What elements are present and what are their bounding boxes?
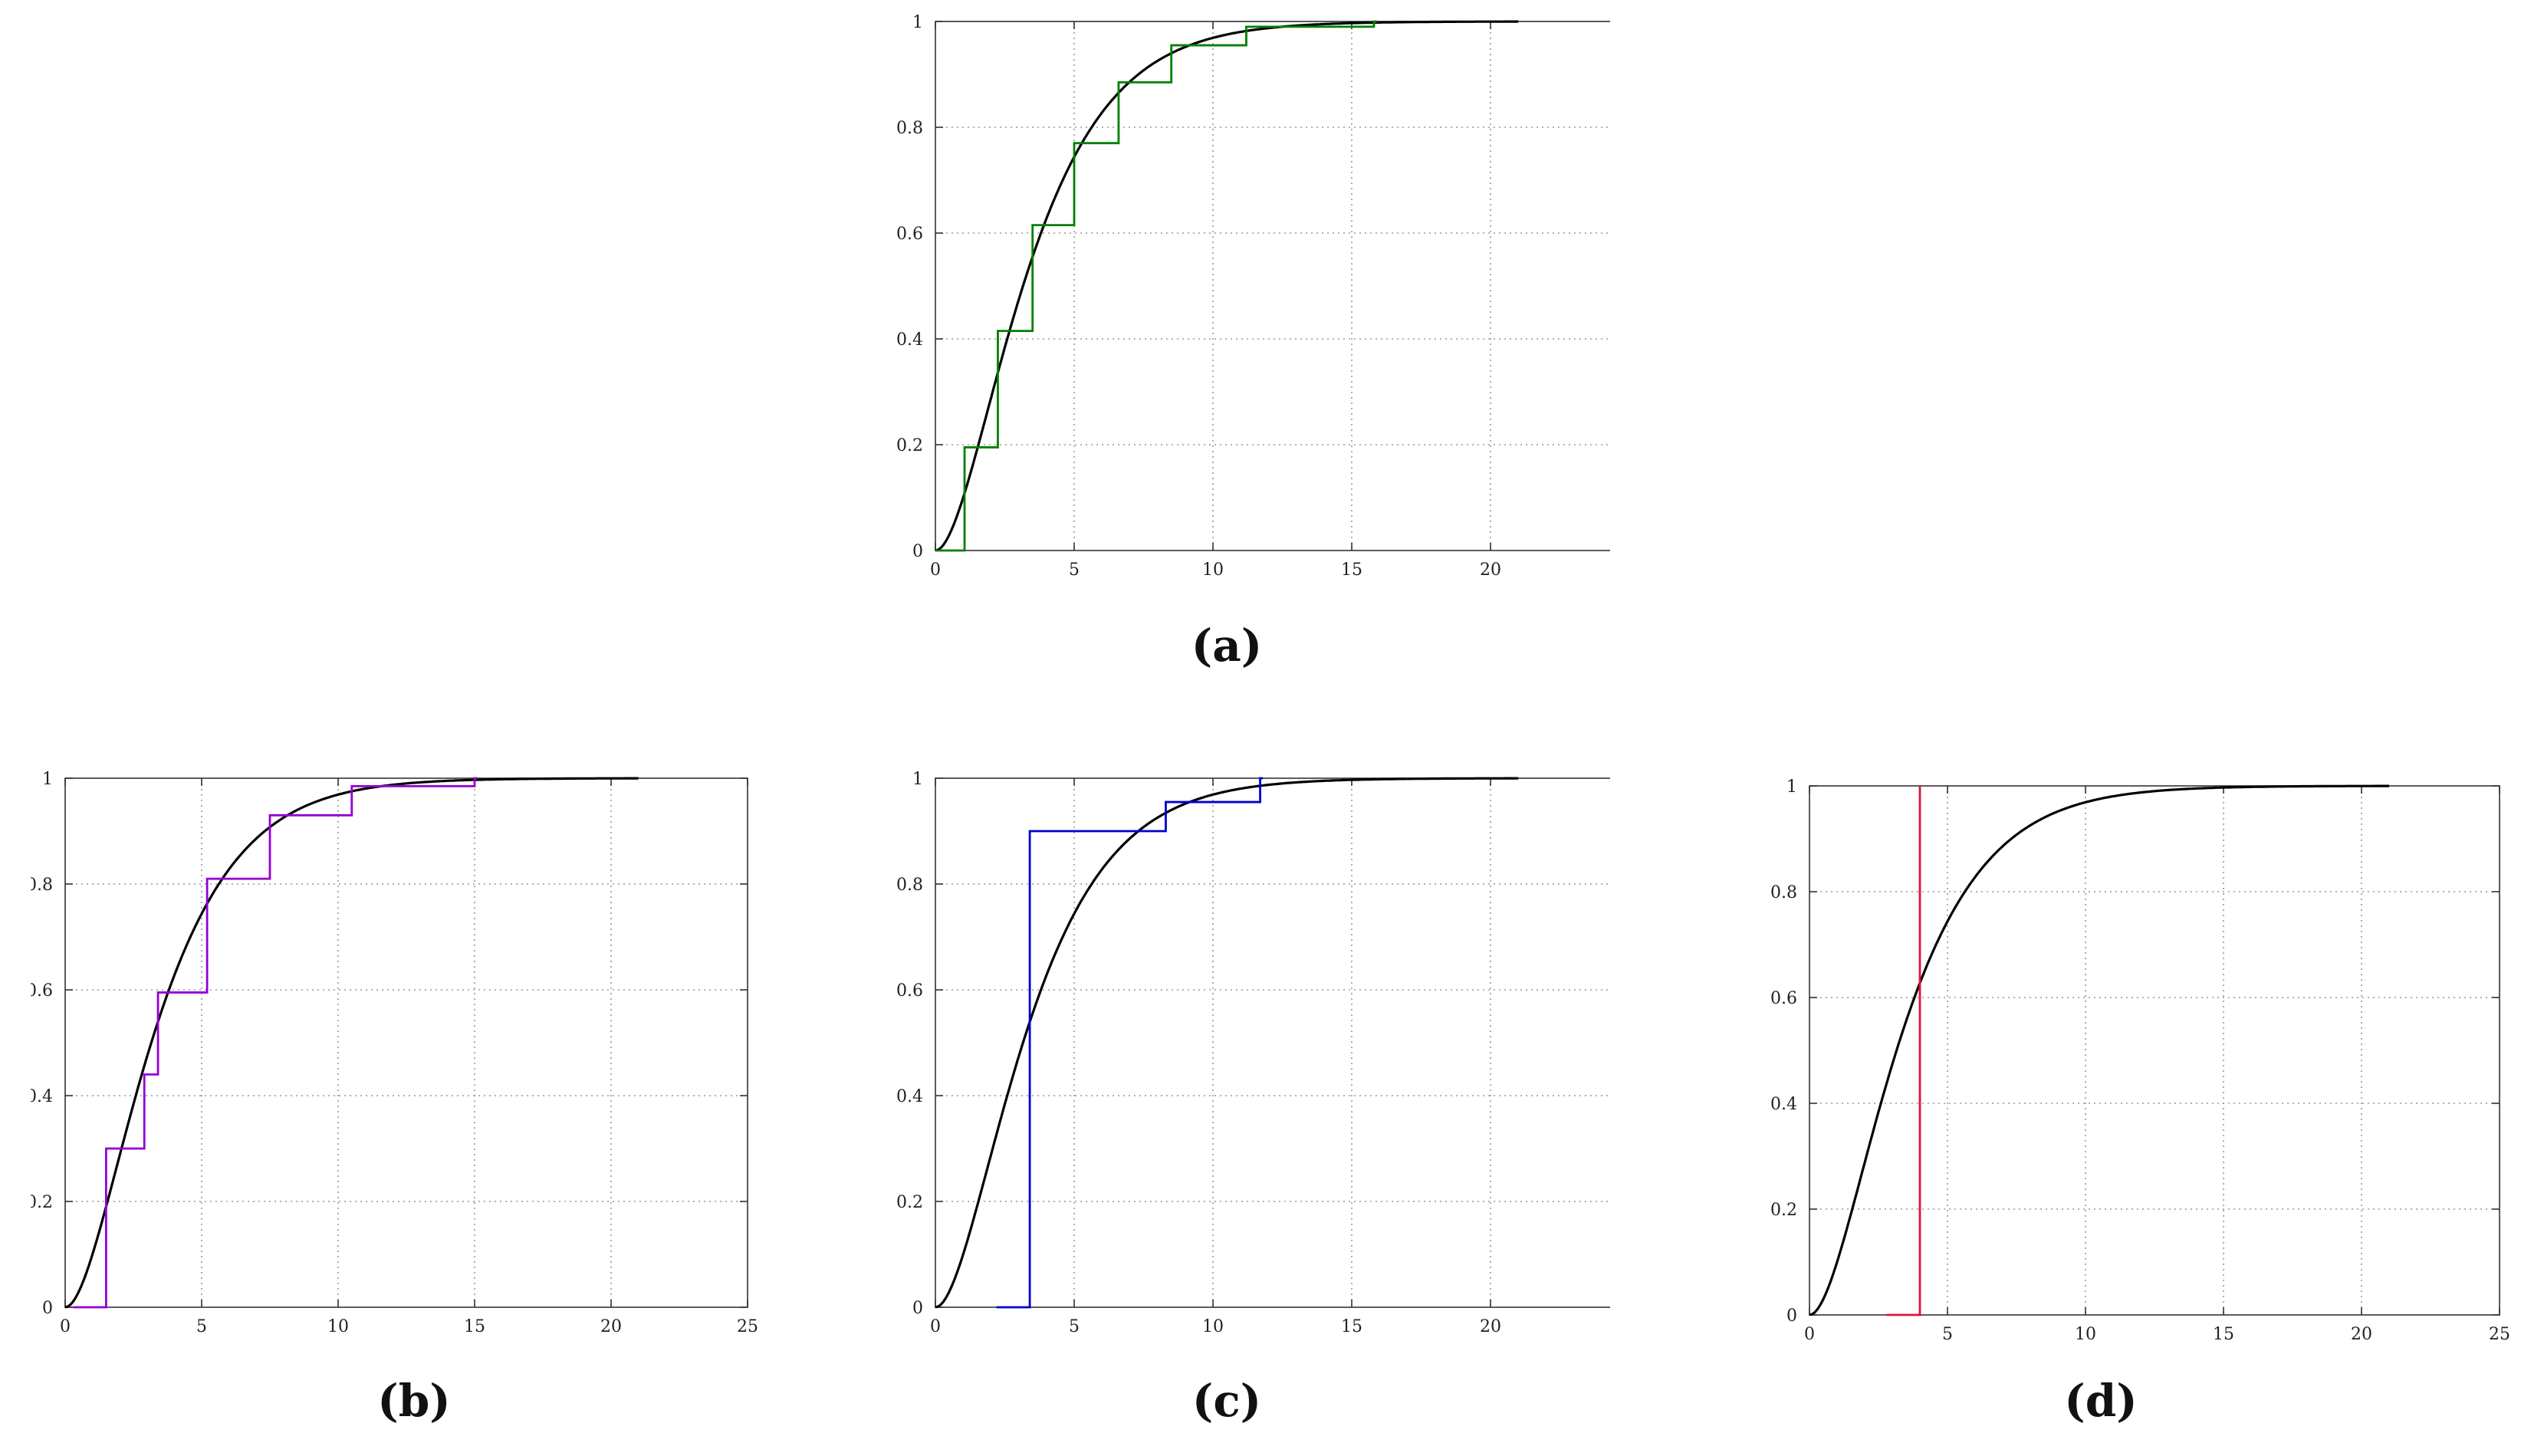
y-tick-label: 0.8 [1770,883,1797,902]
x-tick-label: 5 [1942,1325,1953,1342]
y-tick-label: 0.2 [1770,1201,1797,1220]
ecdf-step [996,777,1264,1309]
plot-frame [935,21,1610,551]
x-tick-label: 0 [930,1317,941,1336]
panel-label-b: (b) [377,1375,451,1427]
ecdf-step [935,20,1377,552]
x-tick-label: 20 [2351,1325,2372,1342]
y-tick-label: 0.2 [896,1193,923,1212]
y-tick-label: 0.2 [31,1193,53,1212]
y-tick-label: 0.6 [31,981,53,1001]
y-tick-label: 0.8 [31,876,53,895]
x-tick-label: 5 [1069,560,1080,580]
y-tick-label: 1 [1786,777,1797,797]
x-tick-label: 15 [464,1317,485,1336]
x-tick-label: 20 [600,1317,622,1336]
ecdf-step [73,777,478,1309]
x-tick-label: 25 [2489,1325,2510,1342]
plot-frame [1809,785,2500,1316]
x-tick-label: 0 [1804,1325,1815,1342]
y-tick-label: 0 [1786,1306,1797,1326]
y-tick-label: 0.6 [1770,989,1797,1008]
x-tick-label: 0 [930,560,941,580]
ecdf-step [1886,786,1921,1316]
y-tick-label: 0 [912,1299,923,1318]
x-tick-label: 10 [327,1317,349,1336]
x-tick-label: 15 [1341,560,1362,580]
y-tick-label: 0.4 [31,1087,53,1106]
y-tick-label: 0.4 [896,330,923,350]
y-tick-label: 0.8 [896,119,923,138]
y-tick-label: 0.4 [1770,1095,1797,1114]
y-tick-label: 0.6 [896,981,923,1001]
y-tick-label: 0.2 [896,436,923,455]
x-tick-label: 15 [1341,1317,1362,1336]
panel-label-a: (a) [1191,620,1263,672]
panel-label-d: (d) [2064,1375,2138,1427]
x-tick-label: 20 [1480,560,1501,580]
chart-panel-b: 0 5 10 15 20 25 0 0.2 0.4 0.6 0.8 1 (b) [31,755,797,1427]
chart-b: 0 5 10 15 20 25 0 0.2 0.4 0.6 0.8 1 [31,770,758,1336]
plot-frame [935,777,1610,1308]
y-tick-label: 0 [42,1299,53,1318]
x-tick-label: 5 [1069,1317,1080,1336]
y-tick-label: 0.6 [896,225,923,244]
cdf-curve [935,20,1519,552]
panel-label-c: (c) [1191,1375,1262,1427]
chart-panel-d: 0 5 10 15 20 25 0 0.2 0.4 0.6 0.8 1 (d) [1717,759,2510,1427]
y-tick-label: 1 [912,770,923,789]
x-tick-label: 10 [1202,1317,1224,1336]
y-tick-label: 0 [912,542,923,561]
chart-d: 0 5 10 15 20 25 0 0.2 0.4 0.6 0.8 1 [1770,777,2510,1342]
cdf-curve [935,777,1519,1309]
x-tick-label: 0 [60,1317,71,1336]
x-tick-label: 10 [1202,560,1224,580]
cdf-curve [64,777,639,1309]
x-tick-label: 20 [1480,1317,1501,1336]
x-tick-label: 15 [2213,1325,2234,1342]
x-tick-label: 5 [196,1317,207,1336]
cdf-curve [1809,784,2389,1316]
y-tick-label: 0.4 [896,1087,923,1106]
plot-frame [64,777,748,1308]
x-tick-label: 10 [2075,1325,2096,1342]
y-tick-label: 0.8 [896,876,923,895]
y-tick-label: 1 [912,13,923,32]
x-tick-label: 25 [737,1317,758,1336]
y-tick-label: 1 [42,770,53,789]
